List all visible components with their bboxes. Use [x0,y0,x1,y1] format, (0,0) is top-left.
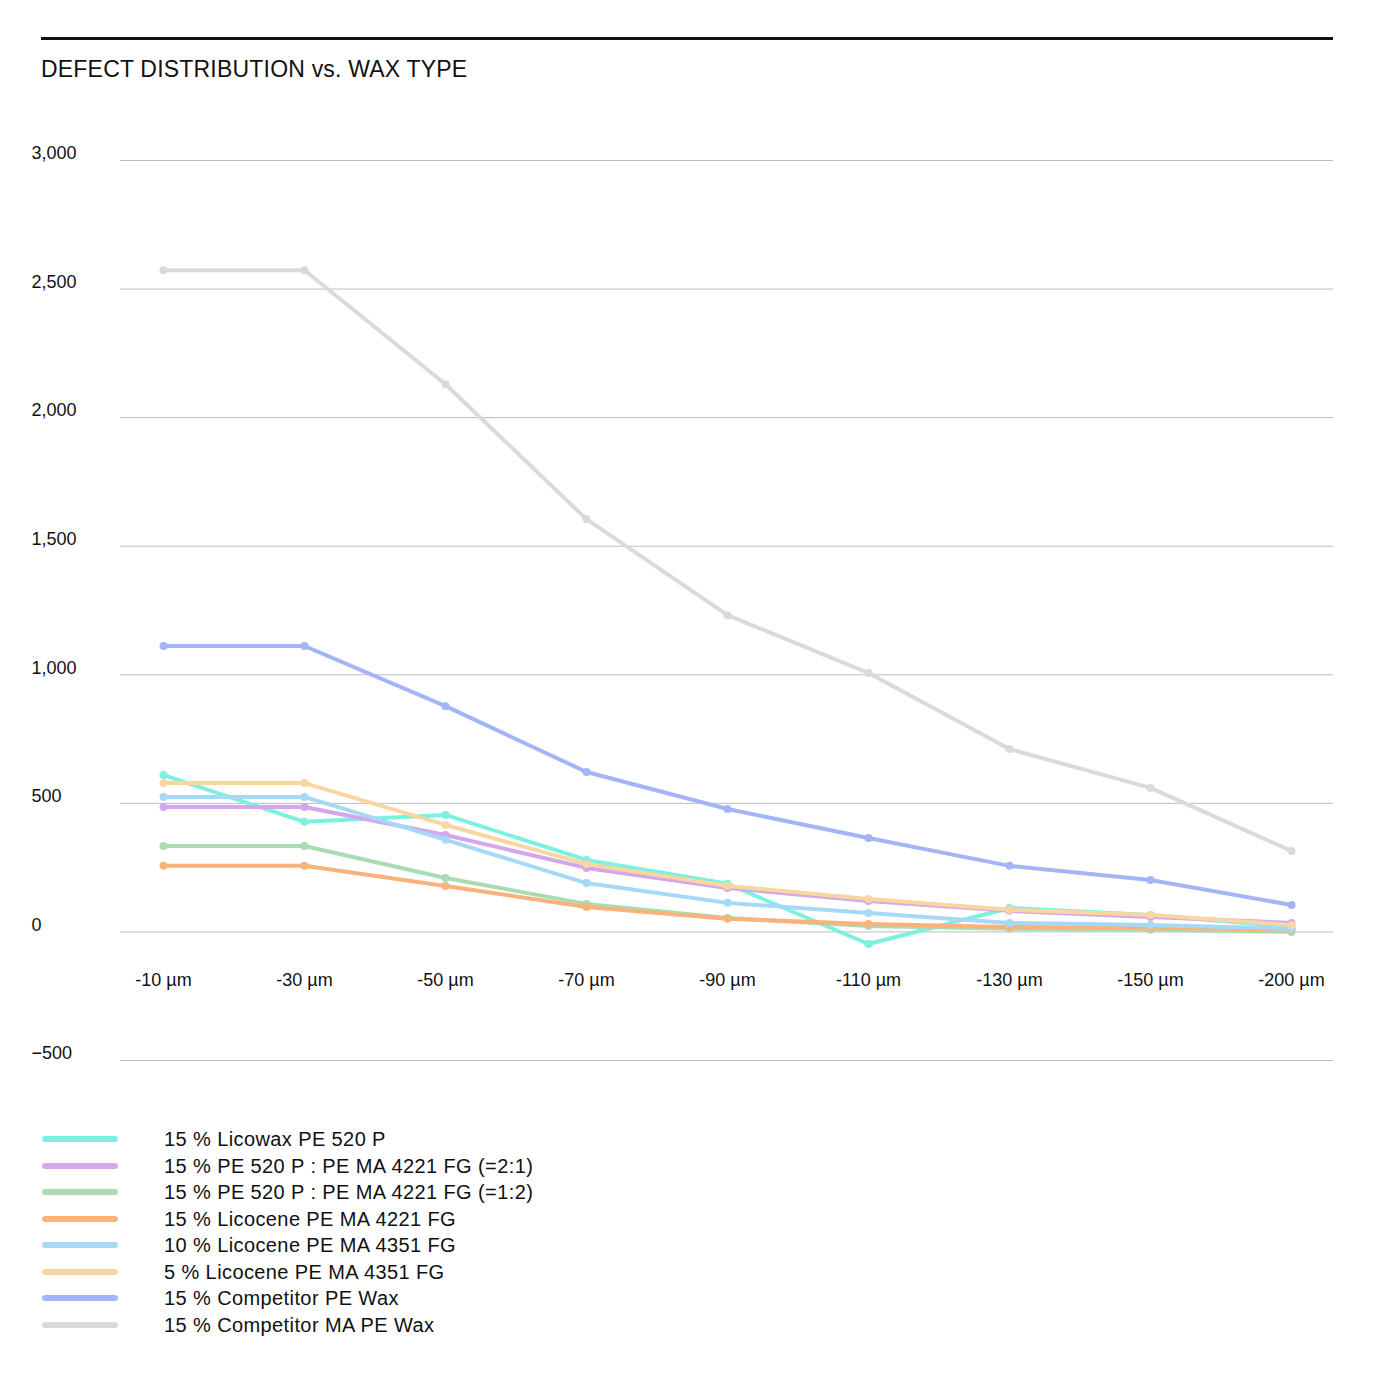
svg-text:500: 500 [32,786,62,806]
svg-text:-90 µm: -90 µm [699,970,755,990]
html-text:15 % Licowax PE 520 P: 15 % Licowax PE 520 P [164,1128,386,1150]
svg-text:-30 µm: -30 µm [276,970,332,990]
svg-text:-50 µm: -50 µm [417,970,473,990]
svg-text:2,000: 2,000 [32,400,77,420]
html-text:15 % Competitor PE Wax: 15 % Competitor PE Wax [164,1287,399,1309]
html-text:15 % PE 520 P : PE MA 4221 FG: 15 % PE 520 P : PE MA 4221 FG (=2:1) [164,1154,534,1177]
svg-text:-110 µm: -110 µm [836,970,901,990]
svg-text:-200 µm: -200 µm [1258,970,1324,990]
html-text:15 % PE 520 P : PE MA 4221 FG: 15 % PE 520 P : PE MA 4221 FG (=1:2) [164,1181,534,1203]
svg-text:1,500: 1,500 [32,529,77,549]
html-text:15 % Licocene PE MA 4221 FG: 15 % Licocene PE MA 4221 FG [164,1207,457,1230]
svg-text:-130 µm: -130 µm [976,970,1042,990]
html-text:10 % Licocene PE MA 4351 FG: 10 % Licocene PE MA 4351 FG [164,1234,457,1256]
svg-text:-70 µm: -70 µm [558,970,614,990]
svg-text:-10 µm: -10 µm [135,970,191,990]
svg-text:-150 µm: -150 µm [1117,970,1183,990]
svg-text:3,000: 3,000 [32,143,77,163]
svg-text:1,000: 1,000 [32,658,77,678]
svg-text:0: 0 [32,915,42,935]
html-text:5 % Licocene PE MA 4351 FG: 5 % Licocene PE MA 4351 FG [164,1260,445,1283]
svg-text:2,500: 2,500 [32,272,77,292]
html-text:15 % Competitor MA PE Wax: 15 % Competitor MA PE Wax [164,1313,435,1336]
svg-text:−500: −500 [32,1043,73,1063]
html-text:DEFECT DISTRIBUTION vs. WAX TY: DEFECT DISTRIBUTION vs. WAX TYPE [41,56,468,82]
